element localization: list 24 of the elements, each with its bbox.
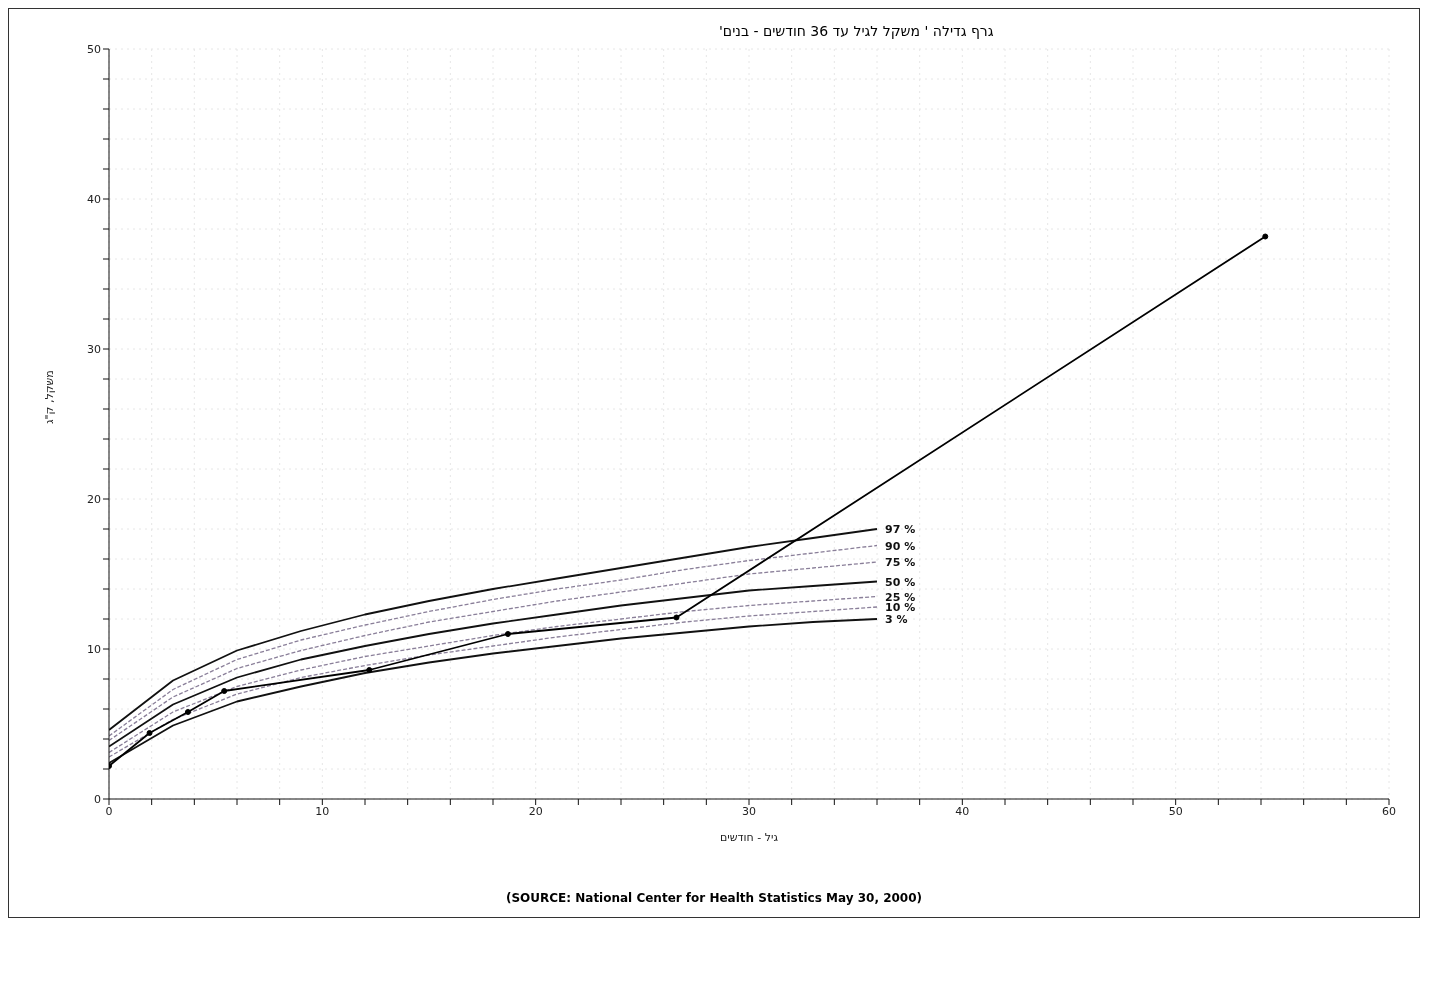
y-tick-label: 10 <box>87 642 101 656</box>
series-label: 90 % <box>885 539 916 553</box>
series-label: 50 % <box>885 575 916 589</box>
x-axis-title: גיל - חודשים <box>720 831 779 844</box>
x-tick-label: 20 <box>528 804 543 818</box>
x-tick-label: 50 <box>1168 804 1183 818</box>
y-tick-label: 0 <box>94 792 101 806</box>
y-tick-label: 40 <box>87 192 101 206</box>
series-label: 25 % <box>885 590 916 604</box>
x-tick-label: 10 <box>315 804 330 818</box>
series-label: 97 % <box>885 523 916 536</box>
y-tick-label: 30 <box>87 342 101 356</box>
text: (SOURCE: National Center for Health Statistics May 30, 2000) <box>504 891 924 905</box>
series-label: 75 % <box>885 556 916 569</box>
y-axis-title: משקל, ק"ג <box>42 370 56 424</box>
x-tick-label: 40 <box>955 804 970 818</box>
series-label: 3 % <box>885 613 908 626</box>
chart-title: גרף גדילה ' משקל לגיל עד 36 חודשים - בנים' <box>718 22 995 39</box>
x-tick-label: 60 <box>1382 804 1396 818</box>
x-tick-label: 0 <box>105 804 113 818</box>
y-tick-label: 50 <box>87 42 101 56</box>
y-tick-label: 20 <box>87 492 101 506</box>
x-tick-label: 30 <box>742 804 756 818</box>
series-label: 10 % <box>885 601 916 614</box>
